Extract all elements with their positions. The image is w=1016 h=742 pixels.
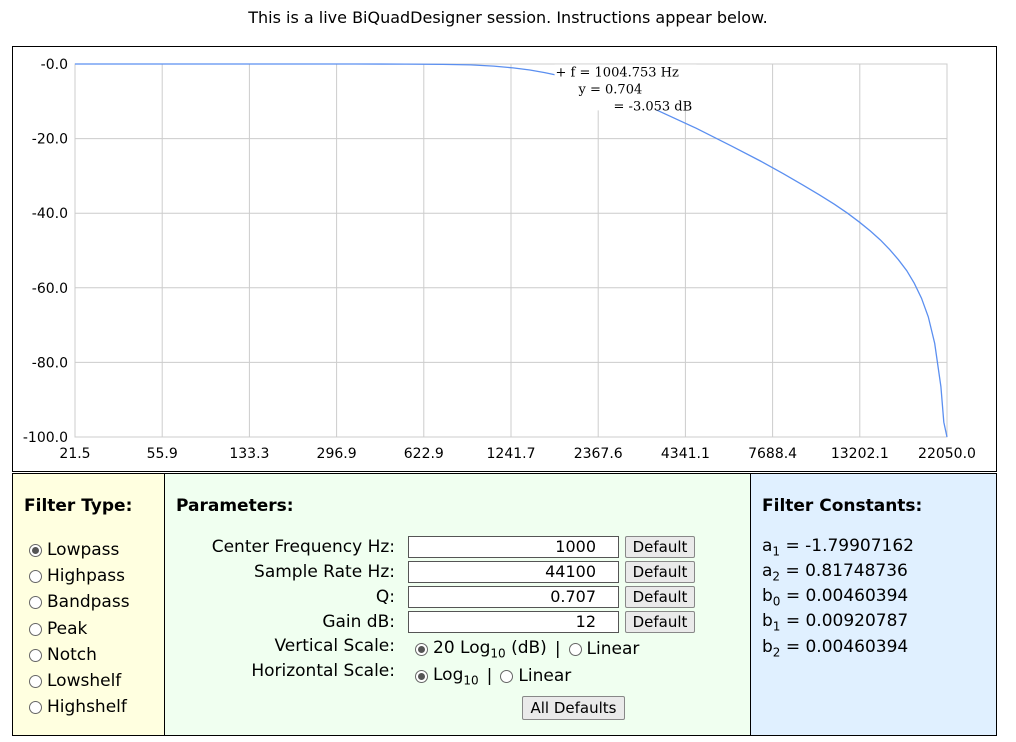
- constant-a2: a2 = 0.81748736: [762, 561, 908, 584]
- filter-option-label: Highpass: [47, 566, 125, 586]
- center-frequency-default-button[interactable]: Default: [625, 536, 695, 558]
- parameters-panel: Parameters: Center Frequency Hz: 1000 De…: [164, 473, 751, 736]
- filter-constants-panel: Filter Constants: a1 = -1.79907162 a2 = …: [750, 473, 997, 736]
- separator: |: [486, 666, 493, 687]
- filter-option-label: Notch: [47, 645, 97, 665]
- session-header: This is a live BiQuadDesigner session. I…: [248, 8, 768, 27]
- gain-default-button[interactable]: Default: [625, 611, 695, 633]
- center-frequency-input[interactable]: 1000: [408, 536, 619, 558]
- radio-icon[interactable]: [29, 648, 42, 662]
- constant-b2: b2 = 0.00460394: [762, 637, 909, 660]
- sample-rate-default-button[interactable]: Default: [625, 561, 695, 583]
- radio-icon[interactable]: [29, 569, 42, 583]
- x-tick-label: 133.3: [229, 446, 269, 462]
- radio-icon[interactable]: [500, 669, 514, 683]
- radio-icon[interactable]: [29, 543, 42, 557]
- x-tick-label: 7688.4: [748, 446, 797, 462]
- horizontal-scale-log-label[interactable]: Log10: [433, 665, 479, 688]
- parameters-title: Parameters:: [176, 496, 294, 516]
- horizontal-scale-linear-label[interactable]: Linear: [518, 666, 572, 687]
- response-curve: [75, 63, 948, 438]
- filter-option-lowpass[interactable]: Lowpass: [29, 540, 119, 560]
- radio-icon[interactable]: [415, 642, 428, 656]
- vertical-scale-options: 20 Log10 (dB) | Linear: [415, 638, 639, 660]
- radio-icon[interactable]: [29, 700, 42, 714]
- q-default-button[interactable]: Default: [625, 586, 695, 608]
- vertical-scale-linear-label[interactable]: Linear: [586, 639, 640, 660]
- radio-icon[interactable]: [29, 595, 42, 609]
- filter-option-highshelf[interactable]: Highshelf: [29, 697, 127, 717]
- gain-input[interactable]: 12: [408, 611, 619, 633]
- filter-type-title: Filter Type:: [24, 496, 133, 516]
- horizontal-scale-label: Horizontal Scale:: [251, 661, 395, 681]
- all-defaults-button[interactable]: All Defaults: [522, 696, 625, 720]
- filter-option-peak[interactable]: Peak: [29, 619, 87, 639]
- filter-option-label: Peak: [47, 619, 88, 639]
- x-tick-label: 1241.7: [487, 446, 536, 462]
- gain-label: Gain dB:: [322, 612, 395, 632]
- x-tick-label: 296.9: [317, 446, 357, 462]
- radio-icon[interactable]: [29, 622, 42, 636]
- x-tick-label: 622.9: [404, 446, 444, 462]
- filter-option-notch[interactable]: Notch: [29, 645, 97, 665]
- x-tick-label: 22050.0: [918, 446, 976, 462]
- center-frequency-label: Center Frequency Hz:: [211, 537, 395, 557]
- q-label: Q:: [375, 587, 395, 607]
- filter-option-label: Lowpass: [47, 540, 120, 560]
- frequency-response-graph[interactable]: 21.5 55.9 133.3 296.9 622.9 1241.7 2367.6 4341.…: [12, 46, 997, 472]
- cursor-readout-background: [554, 64, 697, 111]
- y-tick-label: -60.0: [32, 281, 68, 297]
- radio-icon[interactable]: [568, 642, 582, 656]
- filter-option-bandpass[interactable]: Bandpass: [29, 592, 130, 612]
- y-tick-label: -80.0: [32, 355, 68, 371]
- y-tick-label: -40.0: [32, 206, 68, 222]
- cursor-readout-db: = -3.053 dB: [614, 99, 693, 114]
- filter-option-lowshelf[interactable]: Lowshelf: [29, 671, 121, 691]
- x-tick-label: 13202.1: [831, 446, 889, 462]
- constant-a1: a1 = -1.79907162: [762, 536, 914, 559]
- y-tick-label: -100.0: [23, 430, 68, 446]
- y-tick-label: -20.0: [32, 132, 68, 148]
- filter-constants-title: Filter Constants:: [762, 496, 923, 516]
- filter-option-label: Lowshelf: [47, 671, 122, 691]
- sample-rate-label: Sample Rate Hz:: [254, 562, 395, 582]
- radio-icon[interactable]: [29, 674, 42, 688]
- filter-option-label: Highshelf: [47, 697, 127, 717]
- constant-b0: b0 = 0.00460394: [762, 586, 909, 609]
- filter-option-highpass[interactable]: Highpass: [29, 566, 125, 586]
- x-tick-label: 21.5: [59, 446, 90, 462]
- y-tick-label: -0.0: [41, 57, 68, 73]
- vertical-scale-label: Vertical Scale:: [274, 636, 395, 656]
- filter-type-panel: Filter Type: Lowpass Highpass Bandpass P…: [12, 473, 165, 736]
- x-tick-label: 55.9: [147, 446, 178, 462]
- frequency-response-chart[interactable]: 21.5 55.9 133.3 296.9 622.9 1241.7 2367.6 4341.…: [13, 47, 998, 473]
- cursor-readout-frequency: + f = 1004.753 Hz: [556, 65, 679, 80]
- radio-icon[interactable]: [415, 669, 428, 683]
- vertical-scale-db-label[interactable]: 20 Log10 (dB): [433, 638, 547, 661]
- filter-option-label: Bandpass: [47, 592, 130, 612]
- x-tick-label: 2367.6: [574, 446, 623, 462]
- q-input[interactable]: 0.707: [408, 586, 619, 608]
- constant-b1: b1 = 0.00920787: [762, 611, 909, 634]
- horizontal-scale-options: Log10 | Linear: [415, 665, 571, 687]
- x-tick-label: 4341.1: [661, 446, 710, 462]
- cursor-readout-linear: y = 0.704: [578, 82, 643, 97]
- sample-rate-input[interactable]: 44100: [408, 561, 619, 583]
- separator: |: [554, 639, 561, 660]
